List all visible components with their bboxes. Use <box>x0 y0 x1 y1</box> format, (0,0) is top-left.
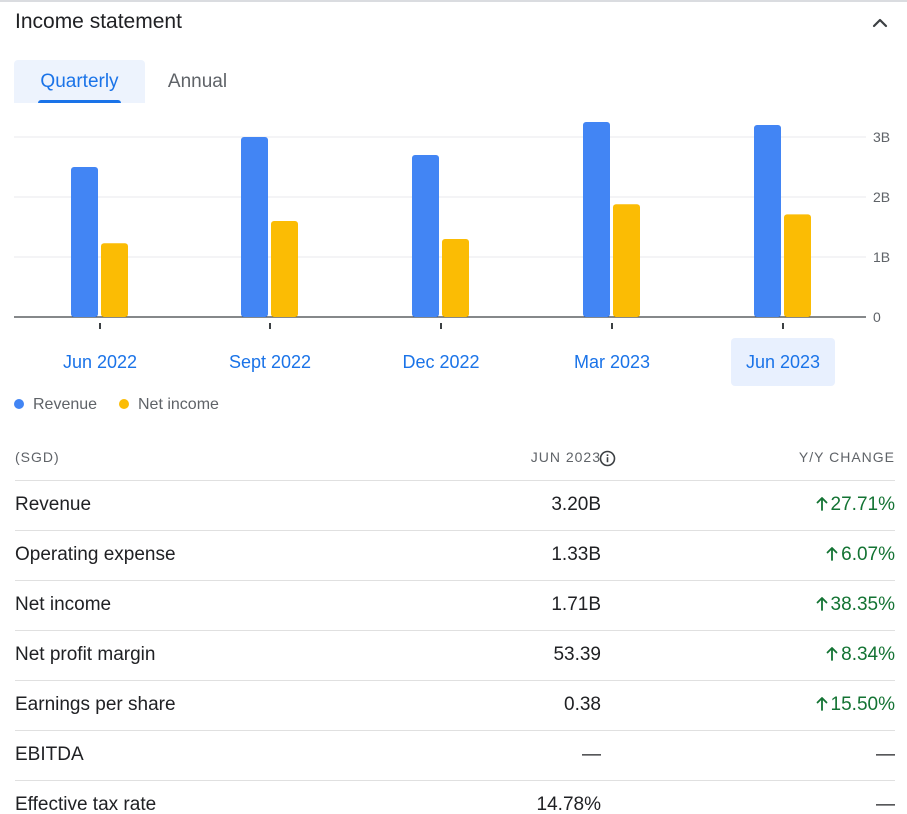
card-title: Income statement <box>15 10 182 33</box>
net-income-bar[interactable] <box>784 214 811 317</box>
row-change-value: 27.71% <box>830 494 895 515</box>
period-button[interactable]: Sept 2022 <box>228 352 312 372</box>
change-header: Y/Y CHANGE <box>798 449 895 465</box>
row-change-value: 15.50% <box>830 694 895 715</box>
tab-quarterly[interactable]: Quarterly <box>14 60 145 103</box>
row-label: Revenue <box>15 494 92 515</box>
table-row: Net income 1.71B 38.35% <box>15 581 895 631</box>
table-row: Operating expense 1.33B 6.07% <box>15 531 895 581</box>
row-change: 38.35% <box>816 594 895 616</box>
net-income-bar[interactable] <box>101 243 128 317</box>
row-value: 14.78% <box>536 794 601 814</box>
arrow-up-icon <box>826 547 838 561</box>
currency-header: (SGD) <box>15 449 60 465</box>
revenue-bar[interactable] <box>71 167 98 317</box>
period-selector: Jun 2022 Sept 2022 Dec 2022 Mar 2023 Jun 202… <box>0 338 907 388</box>
arrow-up-icon <box>816 497 827 511</box>
net-income-dot <box>119 399 129 409</box>
row-change: 27.71% <box>816 494 895 516</box>
top-divider <box>0 0 907 2</box>
row-label: Net income <box>15 594 112 615</box>
table-body: Revenue 3.20B 27.71% Operating expense 1.33B… <box>15 481 895 814</box>
card-header: Income statement <box>15 8 895 38</box>
row-label: Effective tax rate <box>15 794 157 814</box>
revenue-dot <box>14 399 24 409</box>
table-row: Revenue 3.20B 27.71% <box>15 481 895 531</box>
net-income-bar[interactable] <box>613 204 640 317</box>
period-button[interactable]: Jun 2022 <box>62 352 138 372</box>
row-label: Net profit margin <box>15 644 156 665</box>
tab-annual-label: Annual <box>167 71 228 92</box>
y-tick-label: 2B <box>873 189 890 205</box>
table-row: Effective tax rate 14.78% — <box>15 781 895 814</box>
y-tick-label: 3B <box>873 129 890 145</box>
row-value: 3.20B <box>551 494 601 515</box>
period-header: JUN 2023 <box>530 449 601 465</box>
table-row: EBITDA — — <box>15 731 895 781</box>
row-change-value: 38.35% <box>830 594 895 615</box>
arrow-up-icon <box>816 597 827 611</box>
row-value: 53.39 <box>553 644 601 665</box>
row-change-value: 8.34% <box>841 644 895 665</box>
tab-active-indicator <box>38 100 121 103</box>
row-change: — <box>876 744 895 766</box>
chevron-up-icon[interactable] <box>869 14 891 32</box>
row-change-value: 6.07% <box>841 544 895 565</box>
arrow-up-icon <box>826 647 838 661</box>
y-tick-label: 1B <box>873 249 890 265</box>
row-change: 8.34% <box>826 644 895 666</box>
table-row: Net profit margin 53.39 8.34% <box>15 631 895 681</box>
legend-revenue-label: Revenue <box>33 396 98 413</box>
legend-item-revenue: Revenue <box>14 395 97 415</box>
table-row: Earnings per share 0.38 15.50% <box>15 681 895 731</box>
row-change: — <box>876 794 895 814</box>
income-bar-chart: 0 1B 2B 3B <box>14 122 890 329</box>
y-tick-label: 0 <box>873 309 881 325</box>
revenue-bar[interactable] <box>241 137 268 317</box>
row-label: EBITDA <box>15 744 84 765</box>
row-change-value: — <box>876 794 895 814</box>
net-income-bar[interactable] <box>442 239 469 317</box>
tab-annual[interactable]: Annual <box>145 60 250 103</box>
net-income-bar[interactable] <box>271 221 298 317</box>
row-value: 1.33B <box>551 544 601 565</box>
row-label: Operating expense <box>15 544 176 565</box>
arrow-up-icon <box>816 697 827 711</box>
period-button[interactable]: Jun 2023 <box>731 338 835 386</box>
row-value: 0.38 <box>564 694 601 715</box>
revenue-bar[interactable] <box>412 155 439 317</box>
row-label: Earnings per share <box>15 694 176 715</box>
period-button[interactable]: Dec 2022 <box>402 352 480 372</box>
period-button[interactable]: Mar 2023 <box>573 352 651 372</box>
tab-quarterly-label: Quarterly <box>40 71 119 92</box>
row-value: — <box>582 744 601 765</box>
row-change-value: — <box>876 744 895 765</box>
legend-item-net-income: Net income <box>119 395 219 415</box>
info-icon[interactable] <box>599 450 616 467</box>
row-value: 1.71B <box>551 594 601 615</box>
row-change: 15.50% <box>816 694 895 716</box>
revenue-bar[interactable] <box>583 122 610 317</box>
revenue-bar[interactable] <box>754 125 781 317</box>
row-change: 6.07% <box>826 544 895 566</box>
table-header: (SGD) JUN 2023 Y/Y CHANGE <box>15 432 895 481</box>
legend-net-income-label: Net income <box>138 396 219 413</box>
income-table: (SGD) JUN 2023 Y/Y CHANGE Revenue 3.20B 27… <box>15 432 895 814</box>
